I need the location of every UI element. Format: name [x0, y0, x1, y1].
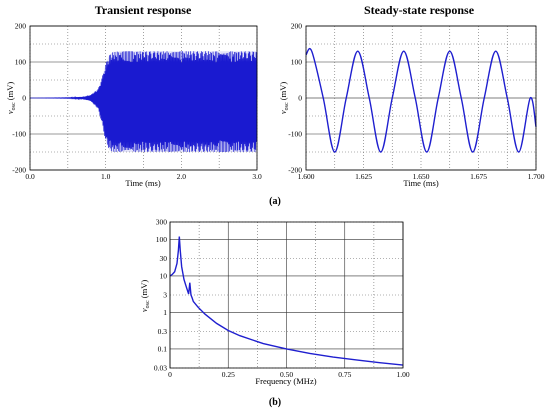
panel-transient: Transient response 200 100 0 -100 -200 0.0 1.…: [5, 3, 262, 188]
spectrum-ytick-label: 0.03: [154, 364, 167, 373]
panel-spectrum: 300 100 30 10 3 1 0.3 0.1 0.03 0 0.25 0.50 0.75 1.00…: [139, 218, 410, 387]
series-line-steady: [305, 47, 537, 153]
steady-ytick-label: 200: [291, 22, 303, 31]
transient-xtick-label: 1.0: [101, 172, 111, 181]
spectrum-ytick-label: 0.1: [158, 344, 168, 353]
y-axis-label-transient: vosc (mV): [5, 82, 17, 114]
chart-title-steady: Steady-state response: [364, 3, 475, 17]
panel-steady: Steady-state response 200 100 0 -100 -200 1.…: [278, 3, 545, 188]
plot-frame-spectrum: [169, 221, 404, 369]
transient-xtick-label: 0.0: [25, 172, 35, 181]
y-axis-label-spectrum: vosc (mV): [139, 280, 151, 312]
spectrum-ytick-label: 300: [156, 218, 168, 227]
spectrum-ytick-label: 10: [160, 271, 168, 280]
gridlines-spectrum: [169, 221, 404, 369]
envelope-transient: [30, 51, 258, 153]
plot-frame-steady: [305, 25, 537, 171]
steady-xtick-label: 1.625: [355, 172, 372, 181]
steady-xtick-label: 1.600: [298, 172, 315, 181]
transient-xtick-label: 3.0: [252, 172, 262, 181]
transient-ytick-label: 100: [15, 58, 27, 67]
series-oscillation-transient: [30, 51, 258, 153]
transient-ytick-label: -200: [12, 166, 26, 175]
transient-ytick-label: 0: [22, 94, 26, 103]
spectrum-ytick-label: 100: [156, 235, 168, 244]
transient-oscillation-line: [30, 51, 258, 153]
yticks-steady: 200 100 0 -100 -200: [288, 22, 302, 175]
steady-xtick-label: 1.675: [470, 172, 487, 181]
yticks-transient: 200 100 0 -100 -200: [12, 22, 26, 175]
spectrum-ytick-label: 1: [163, 308, 167, 317]
xticks-steady: 1.600 1.625 1.650 1.675 1.700: [298, 172, 545, 181]
spectrum-xtick-label: 0.50: [280, 370, 293, 379]
spectrum-ytick-label: 3: [163, 291, 167, 300]
steady-xtick-label: 1.650: [413, 172, 430, 181]
series-line-spectrum: [169, 236, 404, 366]
steady-ytick-label: -200: [288, 166, 302, 175]
spectrum-ytick-label: 30: [160, 254, 168, 263]
transient-ytick-label: 200: [15, 22, 27, 31]
x-axis-label-spectrum: Frequency (MHz): [255, 376, 316, 386]
spectrum-xtick-label: 1.00: [396, 370, 409, 379]
y-axis-label-steady: vosc (mV): [278, 82, 290, 114]
x-axis-label-steady: Time (ms): [403, 178, 439, 188]
chart-title-transient: Transient response: [95, 3, 192, 17]
x-axis-label-transient: Time (ms): [125, 178, 161, 188]
caption-b: (b): [269, 397, 281, 408]
transient-ytick-label: -100: [12, 130, 26, 139]
caption-a: (a): [269, 196, 281, 207]
plot-frame-transient: [29, 25, 258, 171]
gridlines-steady: [305, 25, 537, 171]
steady-ytick-label: -100: [288, 130, 302, 139]
spectrum-ytick-label: 0.3: [158, 327, 168, 336]
spectrum-xtick-label: 0.25: [222, 370, 235, 379]
transient-xtick-label: 2.0: [177, 172, 187, 181]
xticks-transient: 0.0 1.0 2.0 3.0: [25, 172, 262, 181]
spectrum-xtick-label: 0: [168, 370, 172, 379]
yticks-spectrum: 300 100 30 10 3 1 0.3 0.1 0.03: [154, 218, 167, 373]
steady-xtick-label: 1.700: [528, 172, 545, 181]
steady-ytick-label: 0: [298, 94, 302, 103]
spectrum-xtick-label: 0.75: [338, 370, 351, 379]
xticks-spectrum: 0 0.25 0.50 0.75 1.00: [168, 370, 410, 379]
steady-ytick-label: 100: [291, 58, 303, 67]
